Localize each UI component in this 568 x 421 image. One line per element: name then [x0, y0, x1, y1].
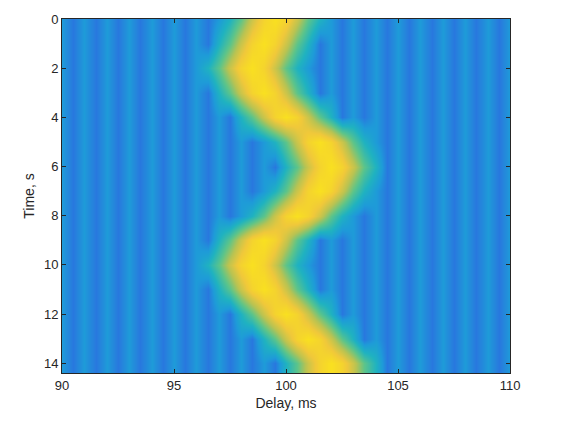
svg-text:110: 110	[500, 378, 521, 393]
svg-text:10: 10	[44, 257, 58, 272]
svg-text:8: 8	[51, 208, 58, 223]
svg-text:4: 4	[51, 110, 58, 125]
svg-text:105: 105	[387, 378, 409, 393]
svg-text:95: 95	[167, 378, 181, 393]
svg-text:0: 0	[51, 12, 58, 27]
svg-text:90: 90	[55, 378, 69, 393]
svg-text:Delay, ms: Delay, ms	[255, 395, 316, 411]
svg-text:12: 12	[44, 307, 58, 322]
svg-text:100: 100	[275, 378, 297, 393]
svg-text:14: 14	[44, 356, 58, 371]
svg-text:Time, s: Time, s	[21, 173, 37, 218]
svg-text:6: 6	[51, 159, 58, 174]
svg-text:2: 2	[51, 61, 58, 76]
